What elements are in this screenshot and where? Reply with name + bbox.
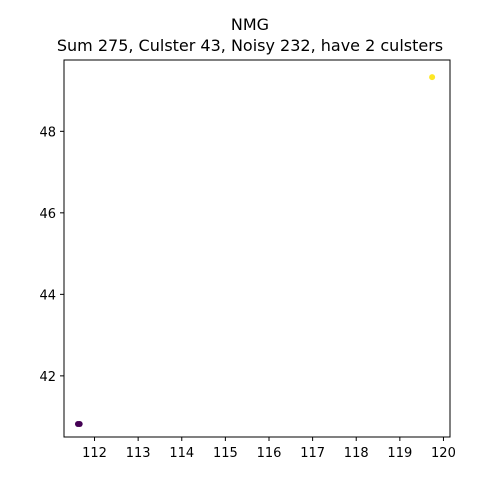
x-tick-label: 114 <box>169 446 194 461</box>
chart-title: NMG <box>230 15 270 34</box>
data-point <box>429 74 436 81</box>
y-tick-label: 46 <box>39 207 56 222</box>
chart-subtitle: Sum 275, Culster 43, Noisy 232, have 2 c… <box>56 36 444 55</box>
y-tick-label: 44 <box>39 288 56 303</box>
y-tick-label: 48 <box>39 125 56 140</box>
x-tick-label: 115 <box>213 446 238 461</box>
y-tick-label: 42 <box>39 370 56 385</box>
x-tick-label: 116 <box>257 446 282 461</box>
x-tick-label: 112 <box>82 446 107 461</box>
x-tick-label: 118 <box>344 446 369 461</box>
plot-frame <box>63 59 451 438</box>
plot-marks <box>74 74 436 427</box>
x-tick-label: 119 <box>387 446 412 461</box>
x-tick-label: 117 <box>300 446 325 461</box>
data-point <box>76 420 83 427</box>
x-tick-label: 120 <box>431 446 456 461</box>
axes: 112 113 114 115 116 117 118 119 120 42 44 46 48 <box>39 125 455 461</box>
x-tick-label: 113 <box>126 446 151 461</box>
